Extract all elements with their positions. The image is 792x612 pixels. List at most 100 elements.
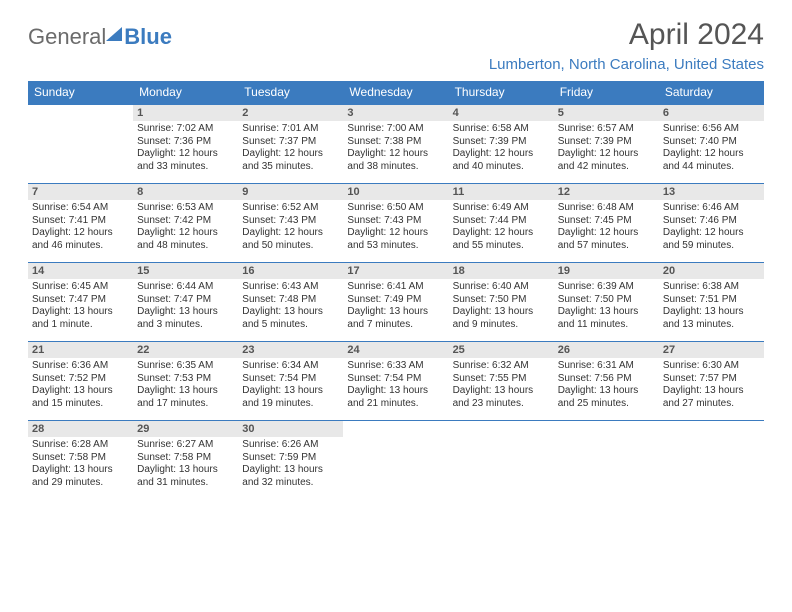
day-cell: 20Sunrise: 6:38 AMSunset: 7:51 PMDayligh… <box>659 263 764 342</box>
day-line: Sunrise: 6:36 AM <box>32 360 129 373</box>
day-line: and 33 minutes. <box>137 161 234 174</box>
day-line: Daylight: 12 hours <box>663 148 760 161</box>
day-header: Sunday <box>28 81 133 105</box>
day-line: Sunset: 7:47 PM <box>137 294 234 307</box>
day-body: Sunrise: 6:33 AMSunset: 7:54 PMDaylight:… <box>343 358 448 420</box>
day-line: Daylight: 13 hours <box>663 306 760 319</box>
day-cell: 9Sunrise: 6:52 AMSunset: 7:43 PMDaylight… <box>238 184 343 263</box>
day-line: Sunset: 7:42 PM <box>137 215 234 228</box>
day-line: Daylight: 13 hours <box>242 385 339 398</box>
day-line: Sunrise: 7:00 AM <box>347 123 444 136</box>
day-line: and 50 minutes. <box>242 240 339 253</box>
day-line: Sunset: 7:49 PM <box>347 294 444 307</box>
day-line: and 21 minutes. <box>347 398 444 411</box>
day-body: Sunrise: 7:02 AMSunset: 7:36 PMDaylight:… <box>133 121 238 183</box>
day-line: and 19 minutes. <box>242 398 339 411</box>
day-line: and 38 minutes. <box>347 161 444 174</box>
day-line: Sunset: 7:38 PM <box>347 136 444 149</box>
day-line: Sunset: 7:53 PM <box>137 373 234 386</box>
day-line: and 23 minutes. <box>453 398 550 411</box>
day-header: Thursday <box>449 81 554 105</box>
day-body: Sunrise: 6:49 AMSunset: 7:44 PMDaylight:… <box>449 200 554 262</box>
day-body: Sunrise: 6:46 AMSunset: 7:46 PMDaylight:… <box>659 200 764 262</box>
day-line: Sunset: 7:51 PM <box>663 294 760 307</box>
day-cell: 4Sunrise: 6:58 AMSunset: 7:39 PMDaylight… <box>449 105 554 184</box>
day-cell: 23Sunrise: 6:34 AMSunset: 7:54 PMDayligh… <box>238 342 343 421</box>
day-cell <box>28 105 133 184</box>
day-body: Sunrise: 6:28 AMSunset: 7:58 PMDaylight:… <box>28 437 133 499</box>
day-number: 19 <box>554 263 659 279</box>
day-body: Sunrise: 6:44 AMSunset: 7:47 PMDaylight:… <box>133 279 238 341</box>
day-body: Sunrise: 6:36 AMSunset: 7:52 PMDaylight:… <box>28 358 133 420</box>
month-title: April 2024 <box>489 18 764 52</box>
day-line: Sunrise: 6:53 AM <box>137 202 234 215</box>
day-cell: 30Sunrise: 6:26 AMSunset: 7:59 PMDayligh… <box>238 421 343 500</box>
day-cell <box>659 421 764 500</box>
week-row: 7Sunrise: 6:54 AMSunset: 7:41 PMDaylight… <box>28 184 764 263</box>
header: General Blue April 2024 Lumberton, North… <box>28 18 764 79</box>
day-line: Daylight: 13 hours <box>663 385 760 398</box>
day-line: Sunset: 7:43 PM <box>347 215 444 228</box>
day-body: Sunrise: 6:31 AMSunset: 7:56 PMDaylight:… <box>554 358 659 420</box>
day-number: 26 <box>554 342 659 358</box>
day-cell: 22Sunrise: 6:35 AMSunset: 7:53 PMDayligh… <box>133 342 238 421</box>
day-line: and 48 minutes. <box>137 240 234 253</box>
day-line: Sunrise: 7:02 AM <box>137 123 234 136</box>
day-line: Sunset: 7:41 PM <box>32 215 129 228</box>
day-line: Sunset: 7:54 PM <box>242 373 339 386</box>
day-line: Sunrise: 6:35 AM <box>137 360 234 373</box>
day-line: Daylight: 13 hours <box>32 464 129 477</box>
day-header: Tuesday <box>238 81 343 105</box>
day-number: 27 <box>659 342 764 358</box>
day-line: Sunset: 7:36 PM <box>137 136 234 149</box>
day-cell: 14Sunrise: 6:45 AMSunset: 7:47 PMDayligh… <box>28 263 133 342</box>
day-line: Daylight: 13 hours <box>32 306 129 319</box>
day-cell <box>449 421 554 500</box>
day-line: Sunset: 7:54 PM <box>347 373 444 386</box>
day-cell: 13Sunrise: 6:46 AMSunset: 7:46 PMDayligh… <box>659 184 764 263</box>
day-cell: 3Sunrise: 7:00 AMSunset: 7:38 PMDaylight… <box>343 105 448 184</box>
day-cell: 26Sunrise: 6:31 AMSunset: 7:56 PMDayligh… <box>554 342 659 421</box>
day-line: Sunset: 7:56 PM <box>558 373 655 386</box>
day-line: Sunrise: 6:31 AM <box>558 360 655 373</box>
day-line: Daylight: 12 hours <box>663 227 760 240</box>
page: General Blue April 2024 Lumberton, North… <box>0 0 792 509</box>
day-body: Sunrise: 6:45 AMSunset: 7:47 PMDaylight:… <box>28 279 133 341</box>
day-line: and 42 minutes. <box>558 161 655 174</box>
day-header: Monday <box>133 81 238 105</box>
day-header: Saturday <box>659 81 764 105</box>
day-line: Daylight: 12 hours <box>242 148 339 161</box>
day-line: Sunrise: 6:57 AM <box>558 123 655 136</box>
day-line: Daylight: 12 hours <box>137 148 234 161</box>
week-row: 21Sunrise: 6:36 AMSunset: 7:52 PMDayligh… <box>28 342 764 421</box>
day-header: Wednesday <box>343 81 448 105</box>
day-number: 30 <box>238 421 343 437</box>
day-cell: 25Sunrise: 6:32 AMSunset: 7:55 PMDayligh… <box>449 342 554 421</box>
day-line: Sunrise: 6:26 AM <box>242 439 339 452</box>
day-cell: 29Sunrise: 6:27 AMSunset: 7:58 PMDayligh… <box>133 421 238 500</box>
day-line: and 31 minutes. <box>137 477 234 490</box>
day-line: and 32 minutes. <box>242 477 339 490</box>
day-body: Sunrise: 6:39 AMSunset: 7:50 PMDaylight:… <box>554 279 659 341</box>
day-line: Sunrise: 6:49 AM <box>453 202 550 215</box>
day-line: Sunset: 7:39 PM <box>453 136 550 149</box>
day-line: Sunset: 7:59 PM <box>242 452 339 465</box>
day-line: Daylight: 12 hours <box>347 227 444 240</box>
day-line: Sunset: 7:46 PM <box>663 215 760 228</box>
day-number: 17 <box>343 263 448 279</box>
day-header-row: Sunday Monday Tuesday Wednesday Thursday… <box>28 81 764 105</box>
day-number: 1 <box>133 105 238 121</box>
day-cell: 18Sunrise: 6:40 AMSunset: 7:50 PMDayligh… <box>449 263 554 342</box>
day-number: 11 <box>449 184 554 200</box>
day-cell <box>554 421 659 500</box>
day-line: Sunset: 7:47 PM <box>32 294 129 307</box>
day-line: and 29 minutes. <box>32 477 129 490</box>
day-number: 20 <box>659 263 764 279</box>
day-number: 23 <box>238 342 343 358</box>
week-row: 14Sunrise: 6:45 AMSunset: 7:47 PMDayligh… <box>28 263 764 342</box>
day-cell: 15Sunrise: 6:44 AMSunset: 7:47 PMDayligh… <box>133 263 238 342</box>
day-line: Daylight: 12 hours <box>32 227 129 240</box>
day-header: Friday <box>554 81 659 105</box>
day-line: Sunset: 7:50 PM <box>558 294 655 307</box>
day-body: Sunrise: 6:32 AMSunset: 7:55 PMDaylight:… <box>449 358 554 420</box>
